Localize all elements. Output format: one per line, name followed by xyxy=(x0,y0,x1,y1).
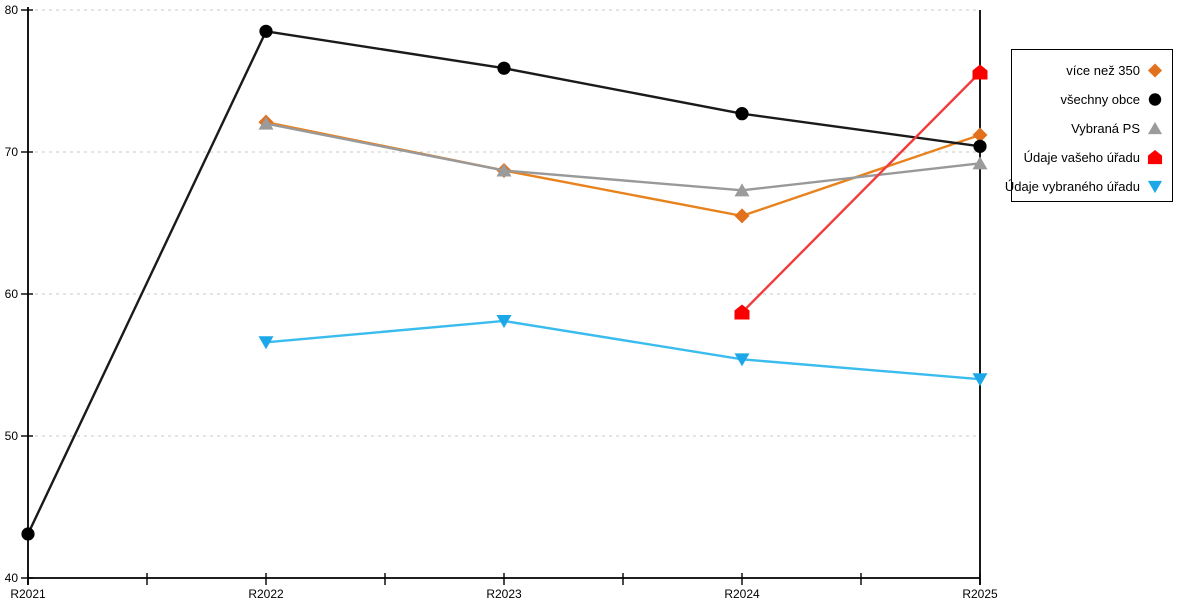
y-tick-label: 70 xyxy=(5,145,19,159)
data-point-marker xyxy=(734,353,750,367)
y-tick-label: 40 xyxy=(5,571,19,585)
legend-marker-diamond-icon xyxy=(1147,63,1163,79)
series-line xyxy=(265,121,981,218)
legend-item: Údaje vybraného úřadu xyxy=(1005,172,1172,201)
y-tick-label: 80 xyxy=(5,3,19,17)
data-point-marker xyxy=(21,527,35,541)
legend-label: Údaje vašeho úřadu xyxy=(1023,150,1140,165)
data-point-marker xyxy=(972,64,988,80)
x-tick-label: R2023 xyxy=(486,587,522,600)
legend-label: Vybraná PS xyxy=(1071,121,1140,136)
legend-item: Vybraná PS xyxy=(1012,114,1172,143)
data-point-marker xyxy=(734,208,750,224)
data-point-marker xyxy=(258,116,274,130)
x-tick-label: R2022 xyxy=(248,587,284,600)
data-point-marker xyxy=(734,304,750,320)
x-tick-label: R2021 xyxy=(10,587,46,600)
data-point-marker xyxy=(972,373,988,387)
y-tick-label: 50 xyxy=(5,429,19,443)
legend-label: více než 350 xyxy=(1066,63,1140,78)
data-point-marker xyxy=(496,163,512,177)
y-tick-label: 60 xyxy=(5,287,19,301)
legend-item: Údaje vašeho úřadu xyxy=(1012,143,1172,172)
data-point-marker xyxy=(735,107,749,121)
data-point-marker xyxy=(496,314,512,328)
series-line xyxy=(265,122,981,192)
legend-item: všechny obce xyxy=(1012,85,1172,114)
legend-marker-triangle-up-icon xyxy=(1147,121,1163,137)
data-point-marker xyxy=(734,183,750,197)
data-point-marker xyxy=(497,61,511,75)
legend-label: všechny obce xyxy=(1060,92,1141,107)
series-line xyxy=(741,71,981,314)
data-point-marker xyxy=(259,24,273,38)
legend-marker-pentagon-icon xyxy=(1147,149,1163,166)
series-line xyxy=(26,29,981,535)
data-point-marker xyxy=(973,139,987,153)
legend-box: více než 350 všechny obce Vybraná PS Úda… xyxy=(1005,49,1173,202)
series-line xyxy=(265,319,981,381)
legend-marker-circle-icon xyxy=(1147,92,1163,108)
legend-label: Údaje vybraného úřadu xyxy=(1004,179,1140,194)
data-point-marker xyxy=(972,127,988,143)
data-point-marker xyxy=(972,156,988,170)
legend-item: více než 350 xyxy=(1012,56,1172,85)
x-tick-label: R2024 xyxy=(724,587,760,600)
x-tick-label: R2025 xyxy=(962,587,998,600)
data-point-marker xyxy=(258,336,274,350)
legend-marker-triangle-down-icon xyxy=(1147,179,1163,195)
